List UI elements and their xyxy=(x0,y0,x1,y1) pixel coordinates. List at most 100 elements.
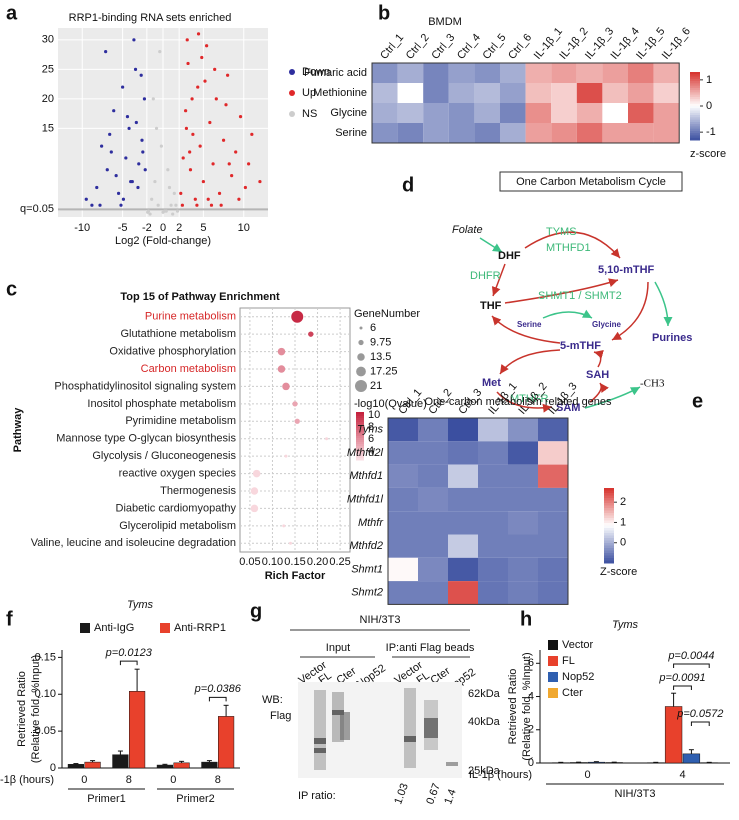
point xyxy=(115,174,118,177)
bar xyxy=(218,716,234,768)
y-tick-label: Glycolysis / Gluconeogenesis xyxy=(92,450,236,462)
heat-cell xyxy=(628,103,654,123)
bubble xyxy=(291,311,303,323)
point xyxy=(136,186,139,189)
bubble xyxy=(282,524,285,527)
arrow xyxy=(655,282,668,326)
point xyxy=(100,145,103,148)
legend-bubble xyxy=(357,353,365,361)
heat-cell xyxy=(602,83,628,103)
x-tick-label: 5 xyxy=(200,222,206,234)
arrow xyxy=(500,350,560,374)
legend-bubble xyxy=(355,380,367,392)
point xyxy=(244,186,247,189)
bar xyxy=(202,762,218,768)
panel-letter: d xyxy=(402,174,414,196)
column-label: Ctrl_2 xyxy=(404,32,432,62)
heat-cell xyxy=(538,465,568,488)
node: Serine xyxy=(517,320,542,329)
point xyxy=(157,204,160,207)
point xyxy=(129,180,132,183)
panel-letter: h xyxy=(520,608,532,630)
row-label: Fumaric acid xyxy=(304,67,367,79)
point xyxy=(210,204,213,207)
heat-cell xyxy=(654,103,680,123)
wb-label: Flag xyxy=(270,710,291,722)
heat-cell xyxy=(538,418,568,441)
heat-cell xyxy=(654,123,680,143)
y-tick-label: Oxidative phosphorylation xyxy=(109,345,236,357)
heat-cell xyxy=(500,63,526,83)
legend-title: GeneNumber xyxy=(354,308,420,320)
point xyxy=(224,103,227,106)
bar xyxy=(68,764,84,768)
colorbar-label: 0 xyxy=(620,537,626,549)
point xyxy=(207,198,210,201)
point xyxy=(171,212,174,215)
point xyxy=(153,180,156,183)
heat-cell xyxy=(474,63,500,83)
group-label: Input xyxy=(326,642,350,654)
colorbar-title: Z-score xyxy=(600,566,637,578)
legend-swatch xyxy=(548,672,558,682)
y-tick-label: Thermogenesis xyxy=(160,485,236,497)
heat-cell xyxy=(474,83,500,103)
enzyme: DHFR xyxy=(470,270,501,282)
point xyxy=(176,209,179,212)
heat-cell xyxy=(449,63,475,83)
legend-label: 13.5 xyxy=(370,351,391,363)
x-tick-label: 0.10 xyxy=(262,556,283,568)
heat-cell xyxy=(508,418,538,441)
x-tick-label: 0 xyxy=(170,774,176,786)
heat-cell xyxy=(418,441,448,464)
bracket xyxy=(674,664,710,668)
heat-cell xyxy=(448,558,478,581)
x-tick-label: 8 xyxy=(215,774,221,786)
point xyxy=(200,56,203,59)
heat-cell xyxy=(474,103,500,123)
y-tick-label: Purine metabolism xyxy=(145,311,236,323)
heat-cell xyxy=(372,103,398,123)
heat-cell xyxy=(449,103,475,123)
heat-cell xyxy=(478,581,508,604)
x-tick-label: 10 xyxy=(238,222,250,234)
colorbar-label: 2 xyxy=(620,496,626,508)
x-axis-label: IL-1β (hours) xyxy=(469,769,532,781)
colorbar-label: -1 xyxy=(706,126,716,138)
point xyxy=(179,192,182,195)
heat-cell xyxy=(423,83,449,103)
chart-title: Tyms xyxy=(127,599,154,611)
legend-label: Anti-IgG xyxy=(94,622,134,634)
column-label: Ctrl_6 xyxy=(506,32,534,62)
group-label: Primer1 xyxy=(87,793,126,805)
heat-cell xyxy=(388,418,418,441)
heat-cell xyxy=(388,558,418,581)
heat-cell xyxy=(551,63,577,83)
heat-cell xyxy=(388,441,418,464)
legend-swatch xyxy=(548,656,558,666)
blot-panel: g NIH/3T3 Input IP:anti Flag beads Vecto… xyxy=(250,600,501,806)
bubble xyxy=(253,470,261,478)
colorbar-label: 1 xyxy=(620,516,626,528)
point xyxy=(137,162,140,165)
heat-cell xyxy=(418,418,448,441)
point xyxy=(146,211,149,214)
bubble xyxy=(284,455,287,458)
bracket xyxy=(209,697,226,701)
legend-label: 9.75 xyxy=(370,336,391,348)
point xyxy=(185,127,188,130)
x-tick-label: -10 xyxy=(74,222,90,234)
legend-label: 21 xyxy=(370,380,382,392)
point xyxy=(150,198,153,201)
ratio: 1.4 xyxy=(442,788,459,806)
heat-cell xyxy=(551,123,577,143)
x-tick-label: -5 xyxy=(118,222,128,234)
point xyxy=(186,62,189,65)
point xyxy=(237,198,240,201)
heat-cell xyxy=(577,103,603,123)
y-tick-label: 30 xyxy=(42,34,54,46)
column-label: Ctrl_1 xyxy=(378,32,406,62)
y-tick-label: Glycerolipid metabolism xyxy=(119,520,236,532)
y-tick-label: Mannose type O-glycan biosynthesis xyxy=(56,433,236,445)
point xyxy=(140,74,143,77)
